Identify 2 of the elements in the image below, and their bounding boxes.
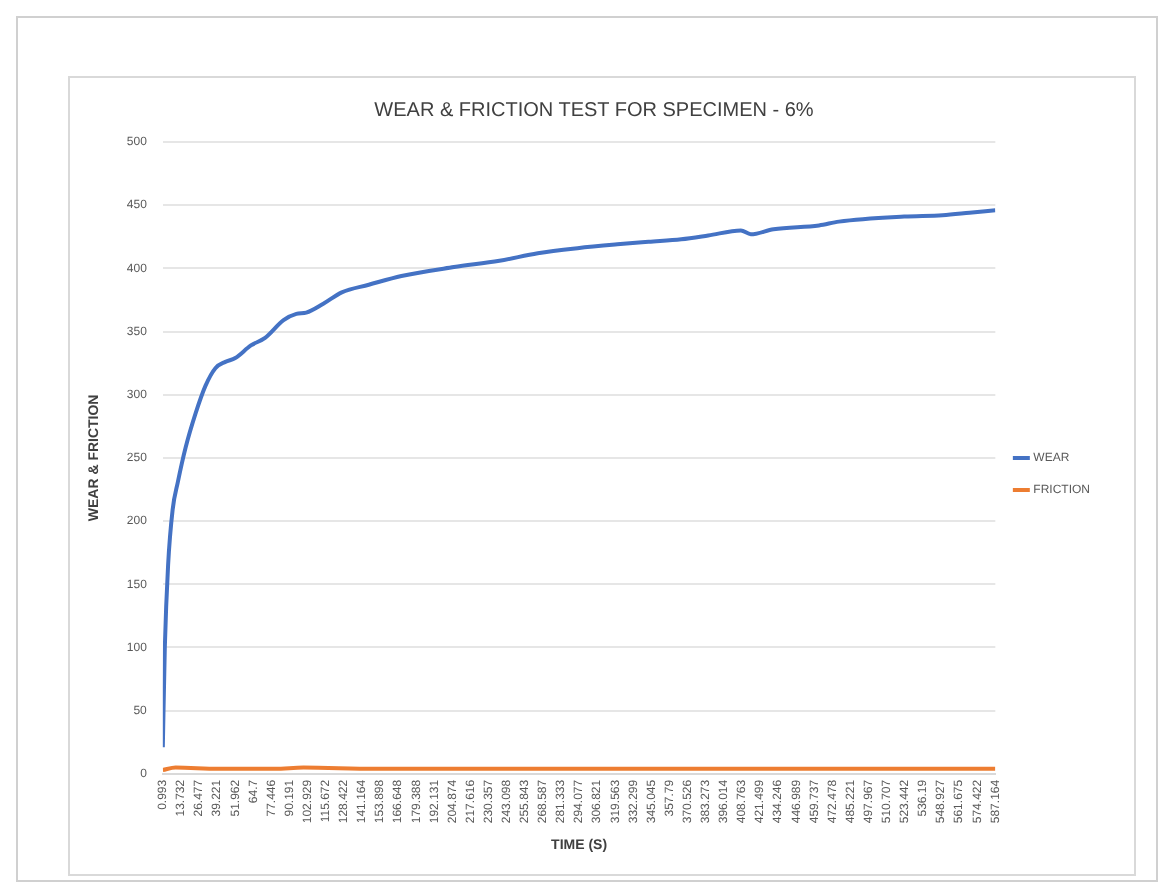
line-series <box>162 208 996 750</box>
chart-title: WEAR & FRICTION TEST FOR SPECIMEN - 6% <box>374 99 814 122</box>
